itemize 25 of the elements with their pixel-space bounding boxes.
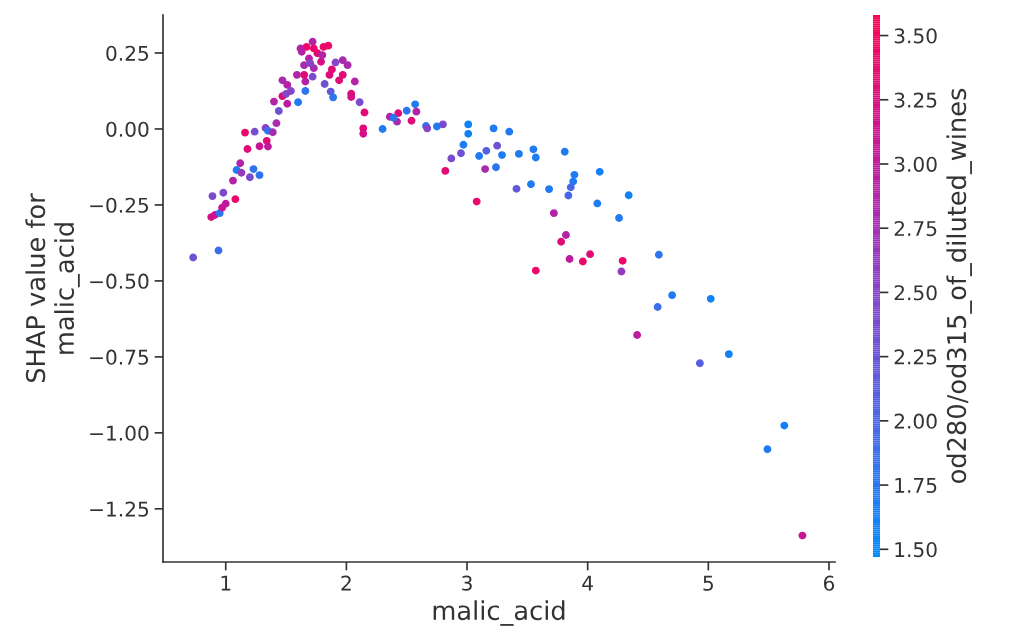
y-tick-label: −1.00 — [90, 425, 149, 441]
color-bar-title: od280/od315_of_diluted_wines — [946, 88, 972, 483]
x-tick-label: 1 — [221, 575, 231, 591]
y-tick-label: −0.75 — [90, 349, 149, 365]
x-tick-label: 5 — [703, 575, 713, 591]
x-tick-label: 6 — [823, 575, 835, 591]
y-tick-label: −0.25 — [90, 197, 149, 213]
x-tick-label: 4 — [582, 575, 593, 591]
color-bar-label: 1.75 — [895, 478, 937, 494]
x-tick-label: 2 — [341, 575, 351, 591]
y-tick-label: −0.50 — [90, 273, 149, 289]
y-tick-label: 0.25 — [106, 45, 149, 61]
x-tick-label: 3 — [462, 575, 472, 591]
color-bar-label: 2.00 — [894, 413, 937, 429]
color-bar-label: 2.50 — [894, 285, 937, 301]
y-tick-label: 0.00 — [106, 121, 149, 137]
y-tick-label: −1.25 — [90, 501, 149, 517]
color-bar-label: 1.50 — [895, 542, 937, 558]
color-bar-label: 2.75 — [894, 220, 937, 237]
color-bar-label: 2.25 — [894, 349, 937, 365]
y-axis-title: SHAP value for malic_acid — [25, 193, 80, 383]
color-bar-label: 3.00 — [894, 156, 937, 172]
x-axis-title: malic_acid — [433, 600, 565, 626]
color-bar-label: 3.50 — [894, 28, 937, 44]
color-bar-label: 3.25 — [894, 92, 937, 108]
